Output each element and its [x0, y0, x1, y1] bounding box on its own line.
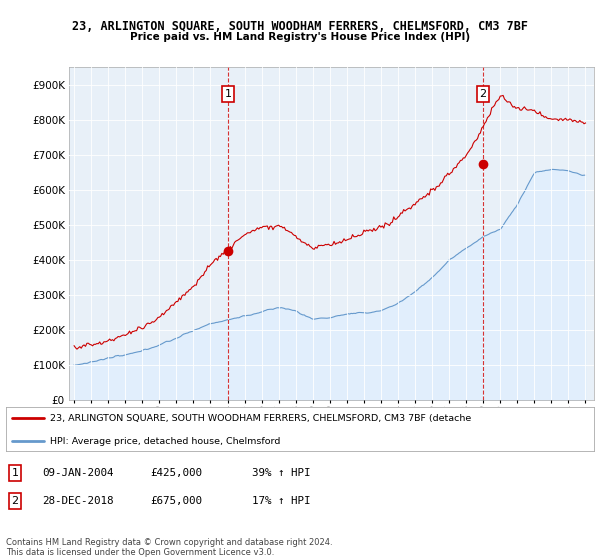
Text: Price paid vs. HM Land Registry's House Price Index (HPI): Price paid vs. HM Land Registry's House …: [130, 32, 470, 43]
Text: £425,000: £425,000: [150, 468, 202, 478]
Text: 23, ARLINGTON SQUARE, SOUTH WOODHAM FERRERS, CHELMSFORD, CM3 7BF (detache: 23, ARLINGTON SQUARE, SOUTH WOODHAM FERR…: [50, 413, 472, 423]
Text: Contains HM Land Registry data © Crown copyright and database right 2024.
This d: Contains HM Land Registry data © Crown c…: [6, 538, 332, 557]
Text: £675,000: £675,000: [150, 496, 202, 506]
Text: 23, ARLINGTON SQUARE, SOUTH WOODHAM FERRERS, CHELMSFORD, CM3 7BF: 23, ARLINGTON SQUARE, SOUTH WOODHAM FERR…: [72, 20, 528, 32]
Text: 1: 1: [224, 89, 232, 99]
Text: 1: 1: [11, 468, 19, 478]
Text: 17% ↑ HPI: 17% ↑ HPI: [252, 496, 311, 506]
Text: HPI: Average price, detached house, Chelmsford: HPI: Average price, detached house, Chel…: [50, 437, 280, 446]
Text: 09-JAN-2004: 09-JAN-2004: [42, 468, 113, 478]
Text: 28-DEC-2018: 28-DEC-2018: [42, 496, 113, 506]
Text: 39% ↑ HPI: 39% ↑ HPI: [252, 468, 311, 478]
Text: 2: 2: [479, 89, 487, 99]
Text: 2: 2: [11, 496, 19, 506]
